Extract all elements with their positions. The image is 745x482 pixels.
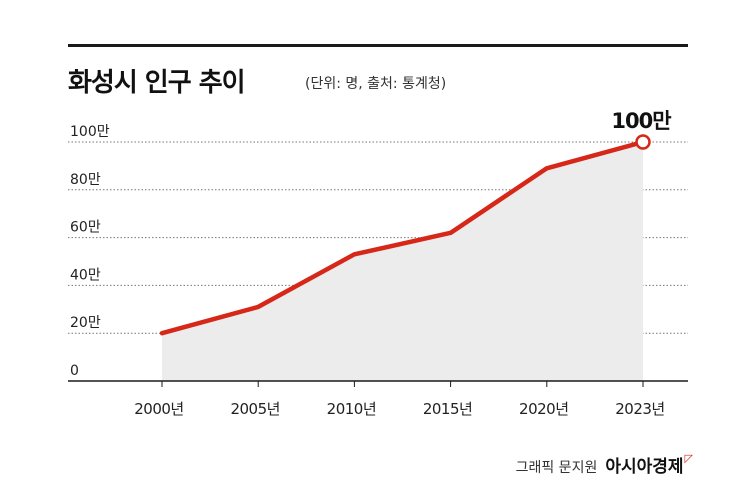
x-tick-label: 2010년: [327, 400, 376, 418]
graphic-credit: 그래픽 문지원: [515, 460, 598, 476]
credit-line: 그래픽 문지원 아시아경제◸: [516, 452, 693, 477]
x-tick-label: 2005년: [230, 400, 279, 418]
data-point-marker: [635, 134, 651, 150]
publisher-logo: 아시아경제: [605, 457, 684, 477]
x-tick-label: 2023년: [615, 400, 664, 418]
x-tick-label: 2020년: [519, 400, 568, 418]
series-line: [159, 139, 646, 336]
x-tick-label: 2000년: [134, 400, 183, 418]
chart-subtitle: (단위: 명, 출처: 통계청): [305, 76, 447, 92]
y-tick-label: 0: [70, 363, 79, 379]
y-tick-label: 100만: [70, 124, 110, 140]
area-fill: [162, 142, 643, 381]
y-tick-label: 20만: [70, 315, 101, 331]
y-tick-label: 60만: [70, 220, 101, 236]
chart-title: 화성시 인구 추이: [68, 68, 246, 98]
y-tick-label: 80만: [70, 172, 101, 188]
top-rule: [68, 44, 688, 47]
data-label: 100만: [611, 109, 671, 133]
y-tick-label: 40만: [70, 267, 101, 283]
logo-mark-icon: ◸: [684, 452, 693, 465]
x-tick-label: 2015년: [423, 400, 472, 418]
